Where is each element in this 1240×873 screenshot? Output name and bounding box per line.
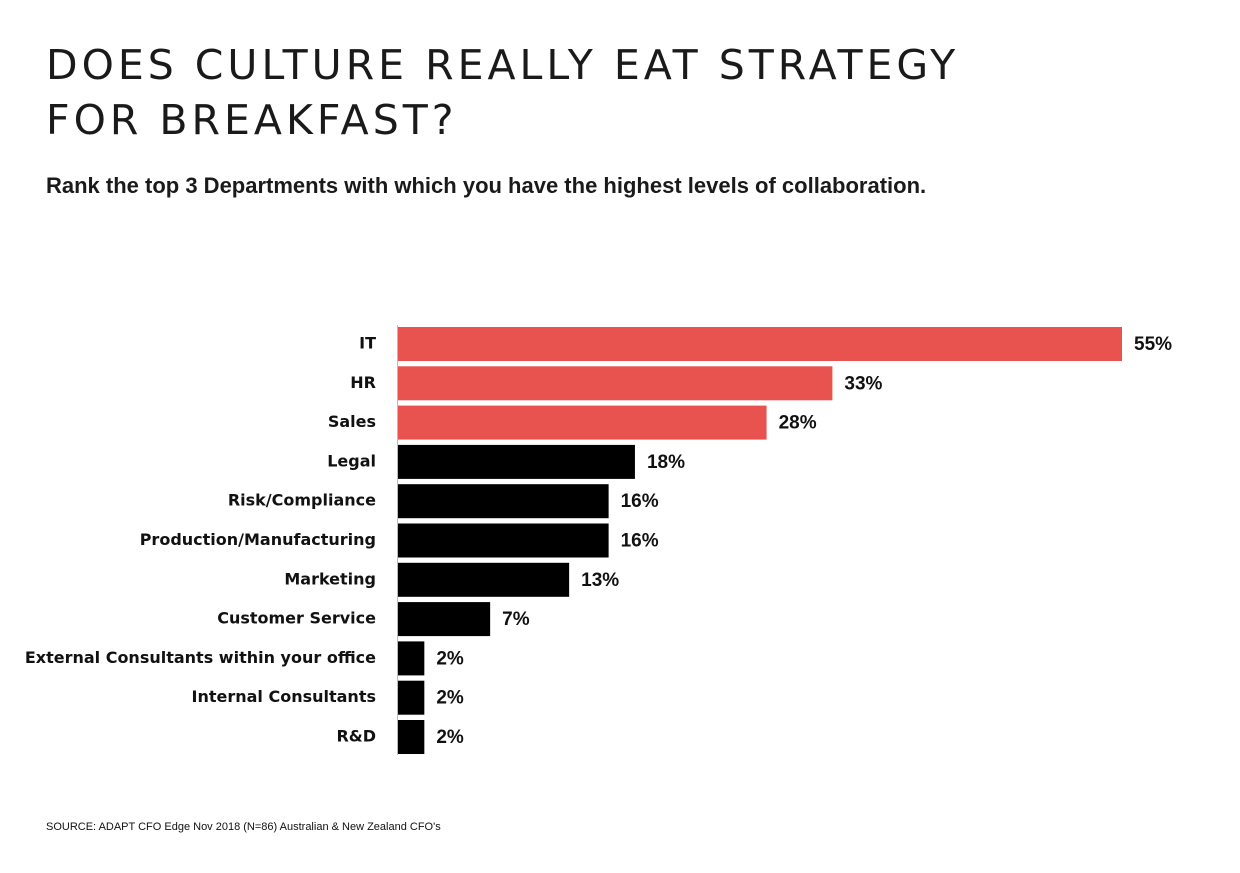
category-label: HR [350,373,376,392]
value-label: 7% [502,609,530,630]
value-label: 33% [844,373,882,394]
category-label: Customer Service [217,609,376,628]
chart-subtitle: Rank the top 3 Departments with which yo… [46,173,926,198]
bar [398,444,635,479]
category-label: External Consultants within your office [25,648,376,667]
value-label: 16% [621,491,659,512]
bar [398,523,609,558]
category-label: Sales [328,412,376,431]
bar [398,562,570,597]
value-label: 13% [581,570,619,591]
bar [398,720,425,754]
value-label: 2% [436,688,464,709]
bar [398,641,425,676]
category-label: R&D [336,727,376,746]
value-label: 2% [436,727,464,748]
category-label: Production/Manufacturing [140,530,376,549]
category-label: Legal [327,451,376,470]
category-label: Marketing [284,569,376,588]
bar [398,327,1122,361]
bar [398,680,425,715]
bar [398,484,609,519]
value-label: 16% [621,531,659,552]
source-note: SOURCE: ADAPT CFO Edge Nov 2018 (N=86) A… [46,821,441,833]
bar [398,405,767,440]
category-label: Internal Consultants [191,687,376,706]
value-label: 28% [779,413,817,434]
value-label: 55% [1134,334,1172,355]
category-label: IT [359,334,376,353]
chart-title: DOES CULTURE REALLY EAT STRATEGY [46,41,959,89]
chart-title: FOR BREAKFAST? [46,96,458,144]
bar [398,366,833,401]
value-label: 18% [647,452,685,473]
category-label: Risk/Compliance [228,491,376,510]
value-label: 2% [436,648,464,669]
bar [398,602,491,637]
